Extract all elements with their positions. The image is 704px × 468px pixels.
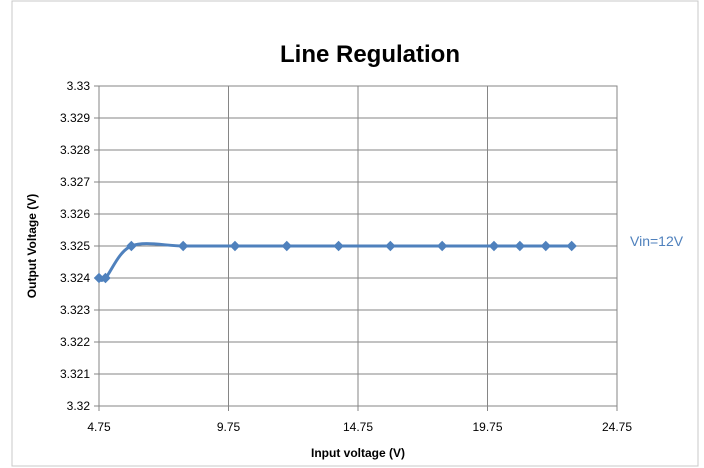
data-point bbox=[488, 240, 500, 252]
data-point bbox=[540, 240, 551, 252]
x-tick-label: 24.75 bbox=[602, 420, 632, 434]
data-point bbox=[281, 240, 292, 252]
x-tick-label: 14.75 bbox=[343, 420, 373, 434]
y-tick-label: 3.322 bbox=[60, 335, 90, 349]
y-axis-label: Output Voltage (V) bbox=[25, 194, 39, 298]
data-point bbox=[436, 240, 448, 252]
x-tick-label: 19.75 bbox=[472, 420, 502, 434]
series-annotation: Vin=12V bbox=[630, 233, 684, 249]
y-tick-label: 3.32 bbox=[67, 399, 91, 413]
data-point bbox=[514, 240, 526, 252]
data-point bbox=[177, 240, 189, 252]
y-tick-label: 3.324 bbox=[60, 271, 90, 285]
x-tick-label: 9.75 bbox=[217, 420, 241, 434]
chart-title: Line Regulation bbox=[280, 41, 460, 68]
data-point bbox=[385, 240, 396, 252]
y-tick-label: 3.323 bbox=[60, 303, 90, 317]
y-axis-ticks: 3.32 3.321 3.322 3.323 3.324 3.325 3.326 3.327 3… bbox=[60, 79, 99, 413]
data-point bbox=[229, 240, 241, 252]
y-tick-label: 3.328 bbox=[60, 143, 90, 157]
data-point bbox=[333, 240, 344, 252]
plot-area: 3.32 3.321 3.322 3.323 3.324 3.325 3.326 3.327 3… bbox=[60, 79, 632, 434]
x-axis-label: Input voltage (V) bbox=[311, 446, 405, 460]
y-tick-label: 3.325 bbox=[60, 239, 90, 253]
x-axis-ticks: 4.75 9.75 14.75 19.75 24.75 bbox=[87, 406, 632, 434]
series-layer bbox=[93, 240, 577, 284]
y-tick-label: 3.33 bbox=[67, 79, 91, 93]
x-tick-label: 4.75 bbox=[87, 420, 111, 434]
data-point bbox=[100, 272, 111, 284]
y-tick-label: 3.321 bbox=[60, 367, 90, 381]
data-point bbox=[126, 240, 137, 252]
y-tick-label: 3.329 bbox=[60, 111, 90, 125]
data-point bbox=[566, 240, 577, 252]
y-tick-label: 3.326 bbox=[60, 207, 90, 221]
y-tick-label: 3.327 bbox=[60, 175, 90, 189]
